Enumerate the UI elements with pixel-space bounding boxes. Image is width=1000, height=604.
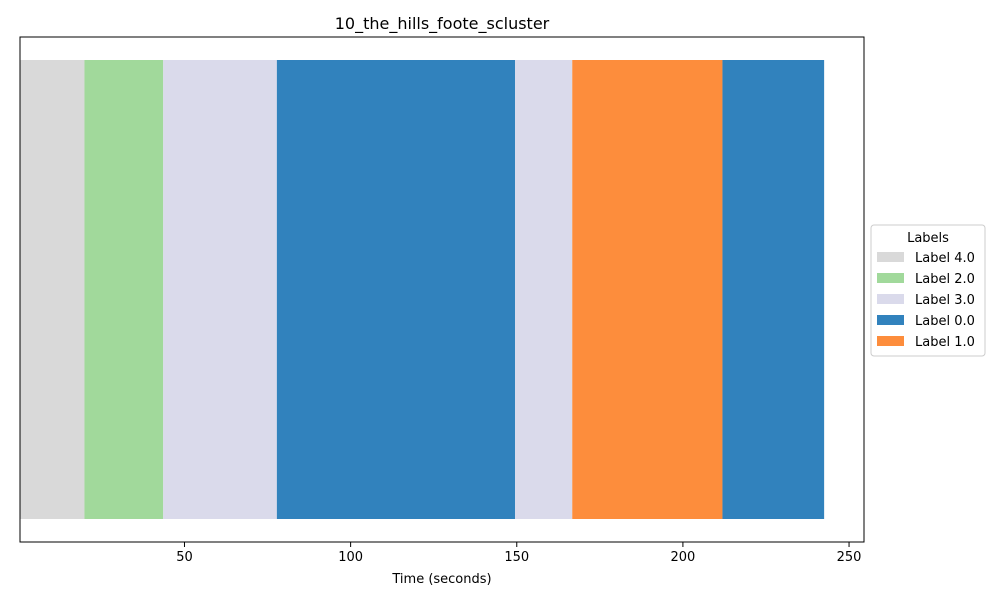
segments-layer [20, 60, 825, 519]
x-tick-label: 200 [670, 550, 695, 565]
legend-swatch [877, 315, 904, 325]
legend-label: Label 1.0 [915, 335, 975, 350]
legend-label: Label 2.0 [915, 272, 975, 287]
legend-label: Label 0.0 [915, 314, 975, 329]
segment-bar-6 [572, 60, 723, 519]
x-tick-label: 100 [338, 550, 363, 565]
segment-bar-5 [515, 60, 573, 519]
segment-bar-7 [722, 60, 825, 519]
x-tick-label: 50 [176, 550, 193, 565]
legend-swatch [877, 336, 904, 346]
legend-swatch [877, 273, 904, 283]
x-axis-label: Time (seconds) [391, 572, 491, 587]
segment-bar-3 [163, 60, 277, 519]
plot-frame [19, 36, 865, 543]
legend-entries: Label 4.0 Label 2.0 Label 3.0 Label 0.0 Labe… [877, 251, 975, 350]
legend-title: Labels [907, 231, 949, 246]
legend-label: Label 3.0 [915, 293, 975, 308]
segment-bar-4 [276, 60, 516, 519]
segment-bar-2 [84, 60, 164, 519]
legend-swatch [877, 294, 904, 304]
legend-swatch [877, 252, 904, 262]
x-tick-label: 250 [837, 550, 862, 565]
x-tick-label: 150 [504, 550, 529, 565]
legend-label: Label 4.0 [915, 251, 975, 266]
segment-bar-1 [20, 60, 85, 519]
chart-title: 10_the_hills_foote_scluster [335, 14, 550, 34]
x-axis-ticks: 50 100 150 200 250 [176, 542, 861, 565]
